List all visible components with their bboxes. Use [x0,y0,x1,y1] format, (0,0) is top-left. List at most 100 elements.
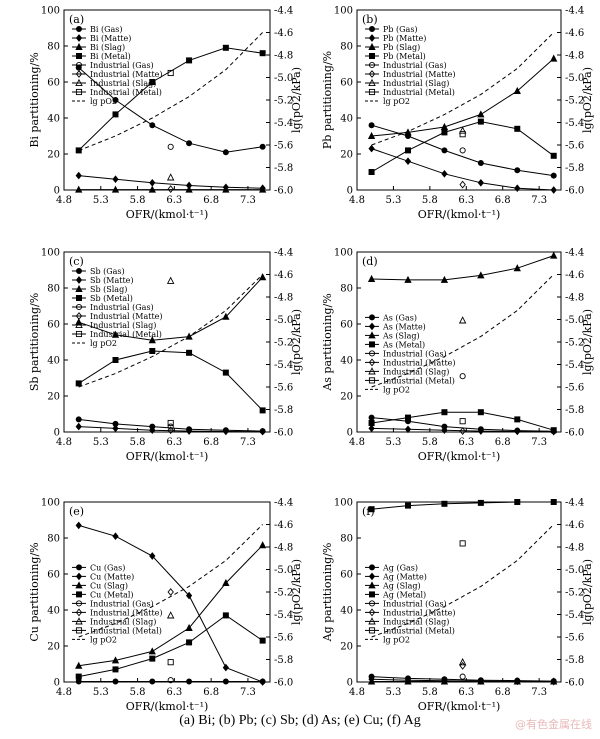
x-tick-label: 7.3 [531,687,547,698]
data-point-sb-slag [148,336,156,344]
x-tick-label: 7.3 [240,687,256,698]
data-point-sb-matte [185,427,193,435]
legend-label: Industrial (Slag) [383,79,449,88]
y-tick-label: 80 [340,284,353,295]
legend-swatch-marker [368,581,376,589]
legend-swatch-marker [368,600,376,607]
x-tick-label: 6.8 [203,687,219,698]
y-tick-label: 60 [47,78,60,89]
legend-label: Industrial (Slag) [90,617,156,626]
y2-tick-label: -5.2 [565,338,584,349]
panel-label: (d) [362,255,378,268]
y2-tick-label: -4.6 [565,28,584,39]
y2-tick-label: -5.2 [274,96,293,107]
data-point-sb-metal [75,380,82,387]
y-tick-label: 80 [340,534,353,545]
legend-label: Industrial (Metal) [383,88,455,97]
data-point-ag-slag [404,677,412,685]
industrial-point-industrial-gas [459,373,466,380]
legend-swatch-marker [368,70,376,78]
y-tick-label: 20 [340,150,353,161]
legend-label: Cu (Slag) [90,581,128,590]
y-tick-label: 20 [340,642,353,653]
legend-swatch-marker [75,284,83,293]
data-point-sb-matte [149,426,156,435]
industrial-point-industrial-gas [167,143,174,150]
y-tick-label: 100 [41,248,60,259]
legend-swatch-marker [368,61,376,69]
legend-swatch-marker [75,88,83,96]
data-point-bi-slag [111,185,120,193]
data-point-pb-gas [550,172,557,179]
legend-swatch-marker [368,564,375,571]
x-tick-label: 6.3 [166,437,182,448]
data-point-as-matte [514,427,521,436]
y-tick-label: 60 [340,78,353,89]
y2-tick-label: -5.2 [274,588,293,599]
legend-label: Industrial (Metal) [383,626,455,635]
legend: As (Gas)As (Matte)As (Slag)As (Metal)Ind… [365,313,456,394]
data-point-sb-gas [75,416,82,423]
legend-label: Sb (Metal) [90,294,133,303]
legend-label: Industrial (Gas) [383,599,447,608]
data-point-sb-metal [259,407,266,414]
data-point-as-metal [514,416,521,423]
y2-tick-label: -5.6 [565,141,584,152]
data-point-ag-metal [404,502,411,509]
data-point-as-metal [477,409,484,416]
data-point-as-slag [404,275,412,283]
x-tick-label: 6.8 [495,437,511,448]
y-tick-label: 40 [47,606,60,617]
data-point-bi-metal [259,50,266,57]
y2-tick-label: -5.0 [274,565,293,576]
x-tick-label: 5.8 [130,437,146,448]
industrial-point-industrial-matte [167,426,174,435]
industrial-point-industrial-slag [166,611,175,619]
x-tick-label: 5.3 [93,437,109,448]
x-tick-label: 6.8 [495,687,511,698]
legend-swatch-marker [75,312,83,320]
data-point-cu-matte [75,521,82,530]
series-line-ag-gas [371,676,554,682]
x-tick-label: 5.3 [93,195,109,206]
y-tick-label: 0 [347,678,353,689]
data-point-bi-metal [186,57,193,64]
y2-tick-label: -4.6 [565,270,584,281]
industrial-point-industrial-matte [167,185,174,194]
legend-swatch-marker [368,314,375,321]
y-tick-label: 40 [47,356,60,367]
legend-label: Ag (Slag) [382,581,421,590]
legend-swatch-marker [76,267,83,274]
legend-swatch-marker [75,42,83,50]
y-tick-label: 20 [47,642,60,653]
chart-panel: 4.8 5.3 5.8 6.3 6.8 7.3 0 20 40 60 80 100 -6.0 -5.8 -5… [321,248,594,464]
y-tick-label: 40 [340,356,353,367]
data-point-bi-gas [186,140,193,147]
legend-swatch-marker [368,42,376,50]
legend-label: lg pO2 [90,97,117,106]
data-point-bi-gas [149,122,156,129]
y-tick-label: 20 [340,392,353,403]
data-point-cu-metal [112,666,119,673]
data-point-cu-gas [75,678,82,685]
series-line-lg-po2 [371,524,555,638]
industrial-point-industrial-metal [167,69,174,77]
industrial-point-industrial-matte [167,588,174,596]
data-point-cu-gas [149,678,156,685]
legend-swatch-marker [75,330,83,338]
y2-tick-label: -5.0 [565,73,584,84]
panel-label: (c) [69,255,84,268]
y-tick-label: 0 [347,186,353,197]
industrial-point-industrial-slag [458,126,467,134]
y-tick-label: 80 [47,284,60,295]
data-point-pb-metal [441,129,448,136]
industrial-point-industrial-matte [459,661,466,670]
legend-swatch-marker [75,608,83,617]
legend-label: Industrial (Metal) [90,626,162,635]
data-point-as-slag [367,274,376,283]
data-point-cu-metal [149,655,156,662]
legend-label: Bi (Gas) [90,25,123,34]
series-line-pb-gas [371,124,554,177]
data-point-pb-slag [550,54,558,62]
x-tick-label: 5.3 [385,437,401,448]
